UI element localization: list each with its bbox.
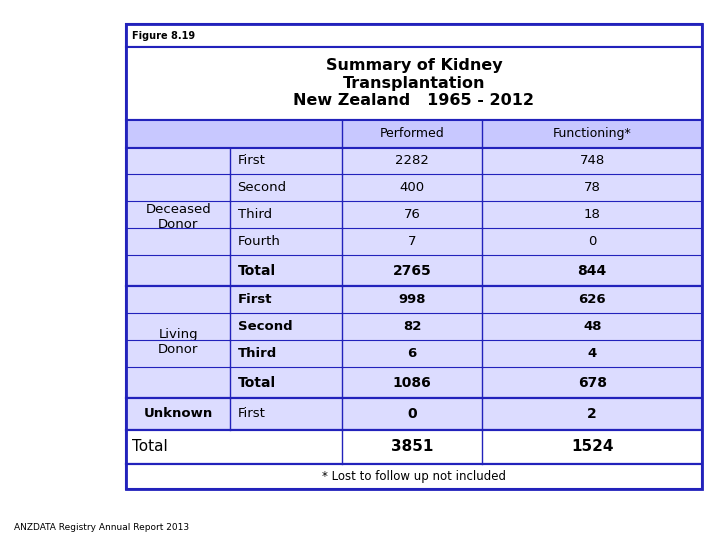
Text: Total: Total bbox=[238, 376, 276, 390]
Text: 3851: 3851 bbox=[391, 440, 433, 455]
Text: First: First bbox=[238, 407, 266, 421]
Text: Summary of Kidney
Transplantation
New Zealand   1965 - 2012: Summary of Kidney Transplantation New Ze… bbox=[294, 58, 534, 108]
Text: Third: Third bbox=[238, 347, 277, 360]
Text: Figure 8.19: Figure 8.19 bbox=[132, 31, 195, 40]
Text: Second: Second bbox=[238, 320, 292, 333]
Text: Functioning*: Functioning* bbox=[553, 127, 631, 140]
Text: 18: 18 bbox=[584, 208, 600, 221]
Text: 4: 4 bbox=[588, 347, 597, 360]
Text: ANZDATA Registry Annual Report 2013: ANZDATA Registry Annual Report 2013 bbox=[14, 523, 189, 532]
Text: 844: 844 bbox=[577, 264, 607, 278]
Text: Total: Total bbox=[238, 264, 276, 278]
Text: Total: Total bbox=[132, 440, 168, 455]
Text: 748: 748 bbox=[580, 154, 605, 167]
Text: 2282: 2282 bbox=[395, 154, 429, 167]
Text: 400: 400 bbox=[400, 181, 425, 194]
Text: 626: 626 bbox=[578, 293, 606, 306]
Text: Third: Third bbox=[238, 208, 271, 221]
Text: 2765: 2765 bbox=[393, 264, 431, 278]
Text: 78: 78 bbox=[584, 181, 600, 194]
Text: 76: 76 bbox=[404, 208, 420, 221]
Text: 0: 0 bbox=[408, 407, 417, 421]
Text: First: First bbox=[238, 154, 266, 167]
Text: 998: 998 bbox=[398, 293, 426, 306]
Text: 2: 2 bbox=[588, 407, 597, 421]
Text: Deceased
Donor: Deceased Donor bbox=[145, 203, 211, 231]
Bar bbox=[126, 24, 702, 47]
Text: * Lost to follow up not included: * Lost to follow up not included bbox=[322, 470, 506, 483]
Text: 48: 48 bbox=[583, 320, 601, 333]
Text: 7: 7 bbox=[408, 235, 416, 248]
Text: 0: 0 bbox=[588, 235, 596, 248]
Text: 82: 82 bbox=[403, 320, 421, 333]
Bar bbox=[126, 119, 702, 147]
Text: 6: 6 bbox=[408, 347, 417, 360]
Text: 678: 678 bbox=[577, 376, 607, 390]
Text: First: First bbox=[238, 293, 272, 306]
Text: Unknown: Unknown bbox=[143, 407, 213, 421]
Bar bbox=[126, 399, 702, 429]
Text: Fourth: Fourth bbox=[238, 235, 281, 248]
Bar bbox=[126, 464, 702, 489]
Text: Performed: Performed bbox=[380, 127, 444, 140]
Text: 1086: 1086 bbox=[393, 376, 431, 390]
Text: Second: Second bbox=[238, 181, 287, 194]
Text: Living
Donor: Living Donor bbox=[158, 328, 199, 356]
Text: 1524: 1524 bbox=[571, 440, 613, 455]
Bar bbox=[126, 429, 702, 464]
